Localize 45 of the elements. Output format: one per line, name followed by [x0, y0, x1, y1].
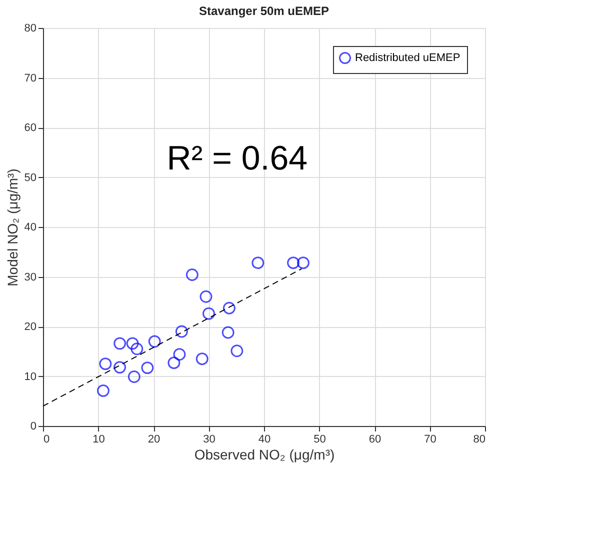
point [114, 361, 126, 374]
point [202, 307, 215, 320]
point [130, 342, 144, 356]
point [222, 302, 236, 314]
point [297, 256, 310, 270]
x-axis-title: Observed NO₂ (μg/m³) [194, 446, 335, 462]
annotation: R² = 0.64 [166, 139, 308, 178]
point [126, 337, 139, 350]
x-tick-label: 50 [314, 434, 326, 446]
point [99, 358, 112, 370]
point [230, 344, 244, 358]
y-tick-label: 70 [24, 72, 36, 84]
point [114, 337, 126, 350]
y-tick-label: 0 [30, 420, 36, 432]
y-tick-label: 60 [24, 122, 36, 134]
x-tick-label: 30 [203, 434, 216, 446]
y-tick-label: 10 [24, 370, 36, 383]
y-tick-label: 50 [24, 172, 36, 184]
chart-title: Stavanger 50m uEMEP [198, 4, 330, 18]
x-tick-label: 60 [368, 434, 382, 446]
x-tick-label: 10 [92, 434, 105, 446]
point [186, 268, 198, 281]
point [175, 325, 188, 338]
point [200, 290, 212, 303]
point [222, 326, 234, 339]
y-tick-label: 20 [24, 321, 36, 333]
point [148, 335, 161, 348]
point [141, 362, 154, 374]
point [173, 348, 186, 361]
x-tick-label: 70 [424, 434, 436, 446]
y-tick-label: 40 [24, 222, 36, 234]
y-tick-label: 30 [24, 271, 36, 284]
point [128, 370, 140, 383]
point [287, 256, 300, 270]
y-tick-label: 80 [24, 22, 36, 34]
x-tick-label: 0 [44, 434, 50, 446]
x-tick-label: 40 [258, 434, 271, 446]
x-tick-label: 20 [148, 434, 160, 446]
point [96, 384, 110, 397]
point [168, 356, 180, 370]
point [196, 352, 208, 366]
legend-label: Redistributed uEMEP [355, 52, 460, 64]
x-tick-label: 80 [473, 434, 486, 446]
y-axis-title: Model NO₂ (μg/m³) [4, 168, 20, 286]
point [252, 256, 264, 270]
